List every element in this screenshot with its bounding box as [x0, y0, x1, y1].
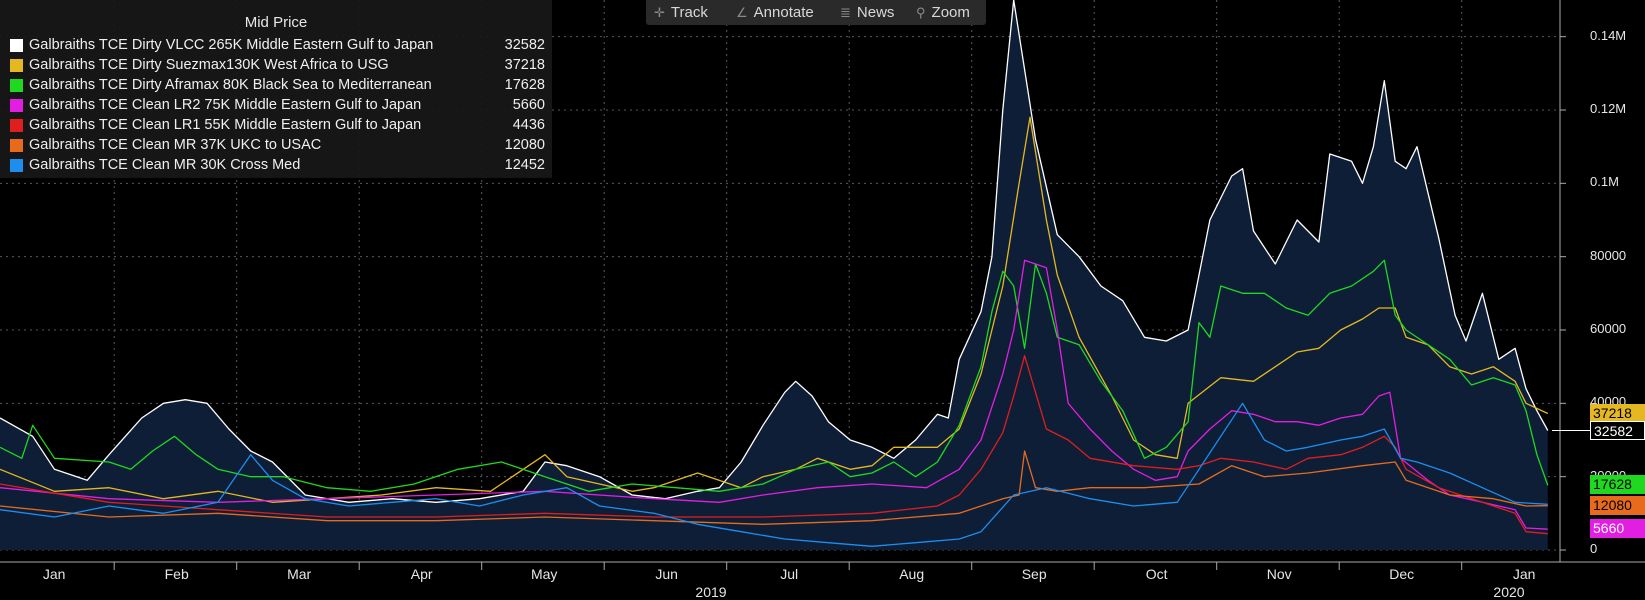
x-tick-label: Apr [410, 566, 433, 582]
x-tick-label: Jan [42, 566, 66, 582]
legend-item-value: 5660 [512, 97, 545, 113]
legend-swatch [10, 159, 23, 172]
legend-item-name: Galbraiths TCE Clean LR1 55K Middle East… [29, 117, 422, 133]
y-tick-label: 60000 [1590, 321, 1627, 336]
legend-item[interactable]: Galbraiths TCE Clean LR1 55K Middle East… [8, 116, 548, 136]
legend-item[interactable]: Galbraiths TCE Clean MR 30K Cross Med 12… [8, 156, 548, 176]
legend-item-value: 37218 [504, 57, 545, 73]
year-label: 2020 [1493, 584, 1525, 600]
legend-swatch [10, 99, 23, 112]
legend-swatch [10, 139, 23, 152]
series-line [0, 450, 1548, 525]
legend-item[interactable]: Galbraiths TCE Dirty Aframax 80K Black S… [8, 76, 548, 96]
legend-title: Mid Price [244, 14, 308, 31]
legend-swatch [10, 39, 23, 52]
pencil-icon: ∠ [736, 5, 748, 20]
legend-item-name: Galbraiths TCE Clean LR2 75K Middle East… [29, 97, 422, 113]
y-tick-label: 80000 [1590, 247, 1627, 263]
last-price-tag: 5660 [1590, 519, 1645, 539]
legend-swatch [10, 79, 23, 92]
track-label: Track [670, 4, 708, 21]
track-button[interactable]: ✛ Track [654, 0, 708, 25]
series-line [0, 259, 1549, 492]
last-price-tag: 32582 [1590, 420, 1645, 440]
legend-item-value: 12452 [504, 157, 545, 173]
series-line [0, 0, 1549, 503]
year-label: 2019 [695, 584, 727, 600]
legend-item-name: Galbraiths TCE Clean MR 37K UKC to USAC [29, 137, 322, 153]
legend-item-value: 17628 [504, 77, 545, 93]
legend-item-name: Galbraiths TCE Dirty Aframax 80K Black S… [29, 77, 432, 93]
legend-item-name: Galbraiths TCE Dirty Suezmax130K West Af… [29, 57, 389, 73]
x-tick-label: Dec [1389, 566, 1415, 582]
legend-item-name: Galbraiths TCE Dirty VLCC 265K Middle Ea… [29, 37, 434, 53]
legend-item[interactable]: Galbraiths TCE Clean LR2 75K Middle East… [8, 96, 548, 116]
zoom-button[interactable]: ⚲ Zoom [916, 0, 970, 25]
x-tick-label: Aug [899, 566, 925, 582]
annotate-button[interactable]: ∠ Annotate [736, 0, 814, 25]
legend-swatch [10, 119, 23, 132]
x-tick-label: Sep [1021, 566, 1047, 582]
x-tick-label: May [530, 566, 558, 582]
news-label: News [856, 4, 895, 21]
legend-item[interactable]: Galbraiths TCE Dirty VLCC 265K Middle Ea… [8, 36, 548, 56]
legend-item[interactable]: Galbraiths TCE Clean MR 37K UKC to USAC … [8, 136, 548, 156]
crosshair-icon: ✛ [654, 5, 665, 20]
last-price-tag: 17628 [1590, 475, 1645, 495]
x-tick-label: Jan [1512, 566, 1536, 582]
legend: Mid Price Galbraiths TCE Dirty VLCC 265K… [0, 0, 552, 178]
chart-toolbar: ✛ Track ∠ Annotate ≣ News ⚲ Zoom [646, 0, 986, 25]
y-tick-label: 0.12M [1590, 101, 1627, 116]
x-tick-label: Oct [1145, 566, 1168, 582]
legend-item-name: Galbraiths TCE Clean MR 30K Cross Med [29, 157, 301, 173]
series-line [0, 259, 1548, 530]
y-tick-label: 0.1M [1590, 174, 1619, 190]
legend-item-value: 12080 [504, 137, 545, 153]
y-tick-label: 0.14M [1590, 27, 1627, 43]
series-line [0, 402, 1548, 547]
zoom-label: Zoom [931, 4, 970, 21]
last-price-tag: 37218 [1590, 403, 1645, 423]
annotate-label: Annotate [753, 4, 814, 21]
legend-swatch [10, 59, 23, 72]
series-line [0, 116, 1549, 503]
x-tick-label: Nov [1266, 566, 1292, 582]
news-button[interactable]: ≣ News [840, 0, 894, 25]
last-price-tag: 12080 [1590, 495, 1645, 515]
news-icon: ≣ [840, 5, 851, 20]
x-tick-label: Mar [287, 566, 312, 582]
legend-item-value: 4436 [512, 117, 545, 133]
x-tick-label: Feb [164, 566, 189, 582]
legend-item[interactable]: Galbraiths TCE Dirty Suezmax130K West Af… [8, 56, 548, 76]
zoom-icon: ⚲ [916, 5, 926, 20]
series-area-fill [0, 0, 1548, 550]
legend-item-value: 32582 [504, 37, 545, 53]
x-tick-label: Jun [655, 566, 678, 582]
y-tick-label: 0 [1590, 541, 1598, 556]
x-tick-label: Jul [780, 566, 799, 582]
